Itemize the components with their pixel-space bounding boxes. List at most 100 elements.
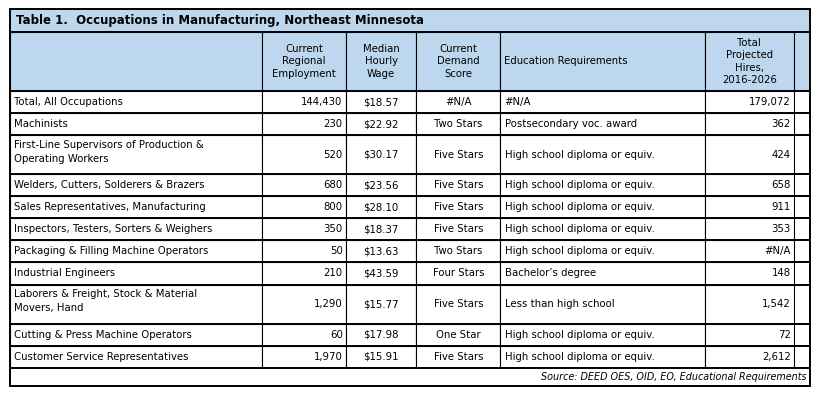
Bar [346,32,416,91]
Text: $13.63: $13.63 [363,246,398,256]
Text: $15.91: $15.91 [363,352,399,362]
Text: Welders, Cutters, Solderers & Brazers: Welders, Cutters, Solderers & Brazers [14,180,204,190]
Text: Packaging & Filling Machine Operators: Packaging & Filling Machine Operators [14,246,208,256]
Text: Postsecondary voc. award: Postsecondary voc. award [504,119,636,129]
Text: Machinists: Machinists [14,119,68,129]
Bar [261,262,346,284]
Bar [10,196,261,218]
Text: High school diploma or equiv.: High school diploma or equiv. [504,180,654,190]
Bar [500,174,704,196]
Text: 353: 353 [771,224,790,234]
Text: 2,612: 2,612 [761,352,790,362]
Text: $18.37: $18.37 [363,224,398,234]
Bar [261,113,346,135]
Text: 520: 520 [323,150,342,160]
Text: $43.59: $43.59 [363,269,399,278]
Bar [704,174,793,196]
Text: Total
Projected
Hires,
2016-2026: Total Projected Hires, 2016-2026 [721,38,776,85]
Bar [416,324,500,346]
Bar [704,284,793,324]
Bar [416,32,500,91]
Text: Total, All Occupations: Total, All Occupations [14,97,123,107]
Text: First-Line Supervisors of Production &
Operating Workers: First-Line Supervisors of Production & O… [14,140,203,164]
Bar [416,284,500,324]
Bar [416,241,500,262]
Bar [500,32,704,91]
Text: Five Stars: Five Stars [433,299,482,309]
Bar [10,346,261,368]
Text: Median
Hourly
Wage: Median Hourly Wage [362,44,399,79]
Text: 148: 148 [771,269,790,278]
Text: 72: 72 [777,329,790,340]
Text: 911: 911 [771,202,790,213]
Bar [346,174,416,196]
Bar [416,218,500,241]
Bar [10,324,261,346]
Bar [500,135,704,174]
Text: Two Stars: Two Stars [434,246,482,256]
Bar [346,324,416,346]
Bar [10,135,809,174]
Text: 60: 60 [329,329,342,340]
Text: $15.77: $15.77 [363,299,399,309]
Text: 350: 350 [323,224,342,234]
Bar [416,91,500,113]
Text: $23.56: $23.56 [363,180,399,190]
Bar [346,113,416,135]
Text: High school diploma or equiv.: High school diploma or equiv. [504,352,654,362]
Bar [10,218,261,241]
Bar [416,196,500,218]
Bar [261,91,346,113]
Text: $28.10: $28.10 [363,202,398,213]
Text: High school diploma or equiv.: High school diploma or equiv. [504,246,654,256]
Text: Education Requirements: Education Requirements [503,56,627,66]
Bar [261,32,346,91]
Bar [10,91,261,113]
Text: Cutting & Press Machine Operators: Cutting & Press Machine Operators [14,329,192,340]
Text: 362: 362 [771,119,790,129]
Bar [500,324,704,346]
Bar [500,196,704,218]
Bar [261,284,346,324]
Text: High school diploma or equiv.: High school diploma or equiv. [504,224,654,234]
Text: One Star: One Star [436,329,480,340]
Text: Current
Demand
Score: Current Demand Score [437,44,479,79]
Bar [261,196,346,218]
Bar [500,284,704,324]
Text: $18.57: $18.57 [363,97,399,107]
Text: #N/A: #N/A [504,97,530,107]
Bar [500,113,704,135]
Text: Laborers & Freight, Stock & Material
Movers, Hand: Laborers & Freight, Stock & Material Mov… [14,289,197,313]
Bar [10,174,261,196]
Text: Sales Representatives, Manufacturing: Sales Representatives, Manufacturing [14,202,206,213]
Bar [10,91,809,113]
Text: 230: 230 [324,119,342,129]
Text: 680: 680 [323,180,342,190]
Text: Two Stars: Two Stars [434,119,482,129]
Bar [416,346,500,368]
Text: Five Stars: Five Stars [433,352,482,362]
Bar [346,196,416,218]
Text: High school diploma or equiv.: High school diploma or equiv. [504,202,654,213]
Bar [346,241,416,262]
Bar [10,262,809,284]
Bar [10,113,261,135]
Bar [500,91,704,113]
Bar [704,32,793,91]
Text: Five Stars: Five Stars [433,224,482,234]
Bar [704,241,793,262]
Bar [10,9,809,32]
Bar [10,284,261,324]
Text: High school diploma or equiv.: High school diploma or equiv. [504,150,654,160]
Bar [10,284,809,324]
Text: 1,970: 1,970 [314,352,342,362]
Text: 424: 424 [771,150,790,160]
Bar [416,113,500,135]
Bar [10,368,809,386]
Bar [416,135,500,174]
Bar [10,32,809,91]
Bar [10,113,809,135]
Text: Five Stars: Five Stars [433,150,482,160]
Text: Bachelor’s degree: Bachelor’s degree [504,269,595,278]
Text: 210: 210 [324,269,342,278]
